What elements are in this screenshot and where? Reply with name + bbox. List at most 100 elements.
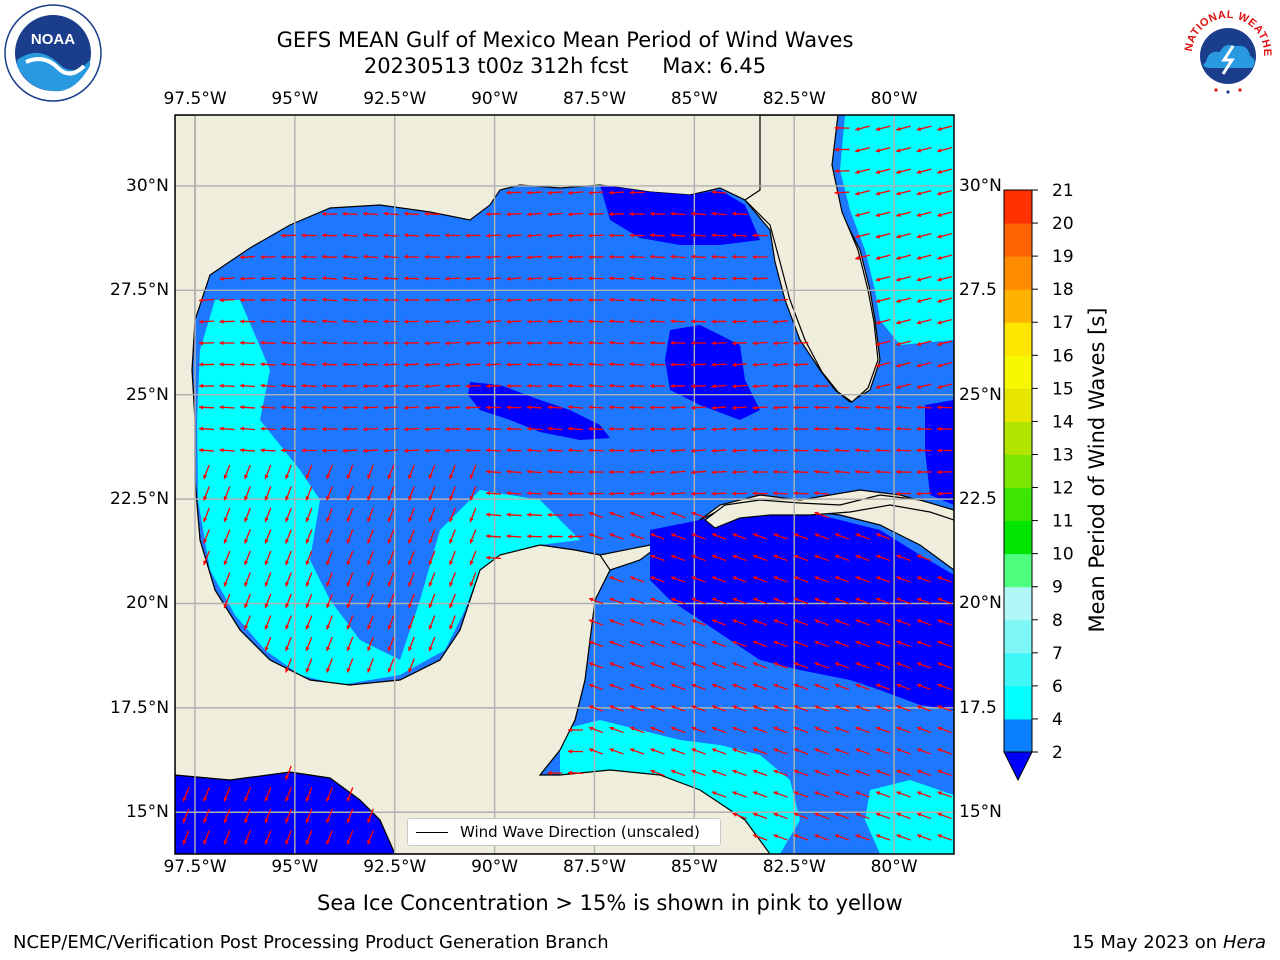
wave-direction-arrowhead	[650, 748, 655, 753]
wave-direction-arrowhead	[506, 362, 511, 367]
wave-direction-arrowhead	[387, 582, 392, 587]
wave-direction-arrowhead	[609, 211, 614, 217]
wave-direction-arrowhead	[264, 474, 269, 479]
dark-region-east	[665, 325, 760, 420]
wave-direction-arrowhead	[896, 640, 901, 645]
wave-direction-arrowhead	[691, 576, 696, 581]
wave-direction-arrowhead	[629, 511, 635, 516]
wave-direction-arrowhead	[752, 319, 757, 324]
wave-direction-arrowhead	[465, 448, 470, 453]
wave-direction-arrowhead	[260, 254, 265, 260]
wave-direction-arrowhead	[182, 797, 187, 802]
wave-direction-arrowhead	[834, 576, 840, 581]
wave-direction-arrowhead	[875, 705, 881, 710]
wave-direction-arrowhead	[732, 319, 737, 324]
wave-direction-arrowhead	[916, 255, 922, 260]
wave-direction-arrowhead	[449, 603, 454, 608]
lat-label-right: 30°N	[959, 175, 1002, 196]
wave-direction-arrowhead	[650, 211, 655, 217]
wave-direction-arrowhead	[732, 448, 737, 453]
wave-direction-arrowhead	[711, 384, 716, 389]
wave-direction-arrowhead	[363, 448, 368, 453]
wave-direction-arrowhead	[465, 426, 470, 432]
wave-direction-arrowhead	[486, 383, 491, 389]
wave-direction-arrowhead	[609, 340, 614, 345]
wave-direction-arrowhead	[752, 448, 757, 453]
wave-direction-arrowhead	[855, 191, 860, 196]
wave-direction-arrowhead	[711, 491, 716, 496]
wave-direction-arrowhead	[937, 363, 942, 368]
wave-direction-arrowhead	[547, 319, 552, 324]
wave-direction-arrowhead	[814, 597, 819, 602]
wave-direction-arrowhead	[486, 341, 491, 346]
wave-direction-arrowhead	[408, 668, 413, 673]
wave-direction-arrowhead	[203, 474, 208, 479]
wave-direction-arrowhead	[305, 474, 310, 479]
wave-direction-arrowhead	[264, 539, 269, 544]
lat-label-right: 25°N	[959, 384, 1002, 405]
wave-direction-arrowhead	[260, 405, 265, 410]
wave-direction-arrowhead	[670, 662, 676, 667]
wave-direction-arrowhead	[342, 211, 347, 216]
lat-label-left: 22.5°N	[110, 489, 170, 510]
wave-direction-arrowhead	[445, 276, 450, 281]
wave-direction-arrowhead	[834, 426, 839, 431]
colorbar: 2 4 6 7 8 9 10 11 12 13 14 15 16 17 18 19 20 21	[1003, 181, 1074, 782]
wave-direction-arrowhead	[342, 233, 347, 238]
wave-direction-arrowhead	[547, 362, 552, 367]
wave-direction-arrowhead	[752, 427, 757, 432]
wave-direction-arrowhead	[773, 491, 778, 496]
wave-direction-arrowhead	[814, 576, 819, 581]
wave-direction-arrowhead	[588, 748, 594, 753]
wave-direction-arrowhead	[773, 554, 778, 559]
wave-direction-arrowhead	[240, 383, 245, 388]
wave-direction-arrowhead	[322, 340, 327, 345]
wave-direction-arrowhead	[814, 640, 819, 645]
wave-direction-arrowhead	[875, 640, 881, 645]
wave-direction-arrowhead	[916, 491, 921, 496]
wave-direction-arrowhead	[793, 554, 799, 559]
wave-direction-arrowhead	[937, 191, 942, 196]
wave-direction-arrowhead	[937, 148, 942, 153]
wave-direction-arrowhead	[424, 254, 429, 260]
wave-direction-arrowhead	[305, 560, 310, 565]
wave-direction-arrowhead	[326, 517, 331, 522]
wave-direction-arrowhead	[752, 276, 757, 281]
wave-direction-arrowhead	[301, 319, 306, 324]
wave-direction-arrowhead	[650, 362, 655, 367]
wave-direction-arrowhead	[896, 298, 901, 303]
wave-direction-arrowhead	[691, 491, 696, 496]
colorbar-tick-label: 17	[1052, 313, 1074, 333]
wave-direction-arrowhead	[285, 818, 290, 823]
wave-direction-arrowhead	[896, 234, 901, 239]
wave-direction-arrowhead	[387, 668, 392, 673]
wave-direction-arrowhead	[547, 534, 552, 539]
wave-direction-arrowhead	[916, 748, 922, 753]
colorbar-under-arrow	[1003, 751, 1033, 782]
wave-direction-arrowhead	[244, 474, 249, 479]
wave-direction-arrowhead	[609, 426, 614, 432]
wave-direction-arrowhead	[875, 748, 881, 753]
wave-direction-arrowhead	[568, 491, 572, 496]
wave-direction-arrowhead	[814, 705, 819, 710]
wave-direction-arrowhead	[834, 125, 839, 131]
wave-direction-arrowhead	[281, 319, 286, 324]
wave-direction-arrowhead	[223, 818, 228, 823]
wave-direction-arrowhead	[773, 726, 778, 731]
wave-direction-arrowhead	[855, 769, 860, 774]
wave-direction-arrowhead	[486, 362, 491, 367]
wave-direction-arrowhead	[711, 769, 717, 774]
wave-direction-arrowhead	[342, 405, 347, 410]
wave-direction-arrowhead	[281, 297, 286, 302]
wave-direction-arrowhead	[588, 319, 593, 324]
wave-direction-arrowhead	[445, 341, 450, 346]
wave-direction-arrowhead	[240, 276, 245, 281]
wave-direction-arrowhead	[670, 640, 676, 645]
wave-direction-arrowhead	[346, 603, 351, 608]
wave-direction-arrowhead	[916, 619, 922, 624]
wave-direction-arrowhead	[773, 619, 778, 624]
wave-direction-arrowhead	[937, 748, 942, 753]
wave-direction-arrowhead	[486, 255, 491, 260]
colorbar-tick-label: 14	[1052, 412, 1074, 432]
